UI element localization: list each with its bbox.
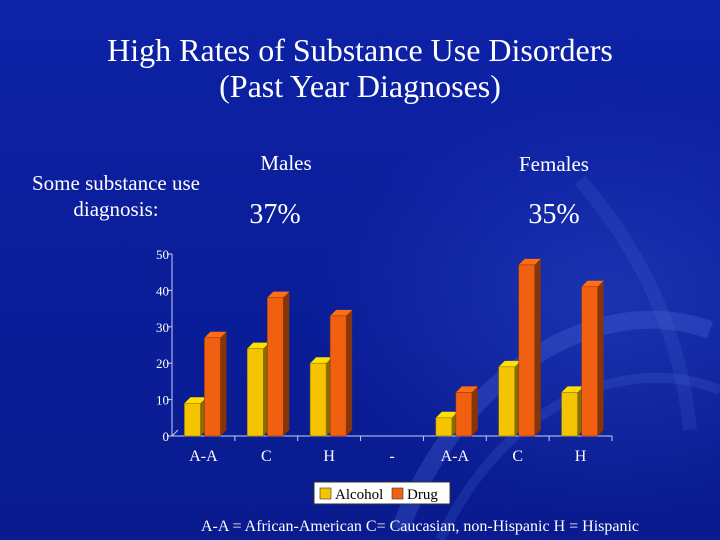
females-percent: 35%: [528, 199, 580, 230]
bar-side: [283, 291, 290, 436]
females-heading: Females: [519, 152, 589, 176]
alcohol-legend-label: Alcohol: [335, 487, 383, 503]
bar-top: [247, 342, 270, 349]
bar-side: [346, 309, 353, 436]
alcohol-bar: [246, 342, 270, 437]
drug-bar: [266, 291, 290, 437]
diagnosis-label: Some substance use diagnosis:: [10, 170, 222, 222]
y-tick-label: 0: [163, 429, 170, 444]
slide-title: High Rates of Substance Use Disorders (P…: [0, 32, 720, 104]
y-tick-label: 10: [156, 393, 169, 408]
bar-face: [455, 392, 473, 437]
y-tick-label: 40: [156, 283, 169, 298]
drug-legend-swatch: [391, 487, 404, 500]
males-heading: Males: [260, 151, 312, 175]
bar-side: [534, 258, 541, 436]
bar-top: [204, 331, 227, 338]
bar-face: [435, 417, 453, 437]
bar-face: [581, 286, 598, 437]
bar-side: [471, 386, 478, 436]
bar-top: [435, 411, 458, 418]
footnote: A-A = African-American C= Caucasian, non…: [200, 518, 640, 535]
diagnosis-label-line-2: diagnosis:: [73, 197, 159, 221]
plot-area: [178, 248, 618, 430]
bar-side: [597, 280, 604, 436]
bar-top: [184, 397, 207, 404]
legend-box: [313, 481, 451, 505]
bar-face: [498, 366, 516, 437]
drug-bar: [518, 258, 541, 437]
alcohol-bar: [435, 411, 458, 437]
bar-top: [518, 258, 541, 265]
x-tick-label: H: [575, 448, 587, 465]
y-tick-label: 20: [156, 356, 169, 371]
males-percent: 37%: [249, 199, 301, 230]
title-line-1: High Rates of Substance Use Disorders: [107, 32, 613, 68]
bar-side: [220, 331, 227, 436]
bar-top: [581, 280, 604, 287]
drug-legend-label: Drug: [407, 487, 438, 503]
legend: Alcohol Drug: [313, 481, 451, 505]
bar-top: [267, 291, 290, 298]
title-line-2: (Past Year Diagnoses): [219, 68, 501, 104]
alcohol-bar: [309, 357, 333, 437]
alcohol-bar: [184, 397, 207, 437]
bar-top: [561, 386, 584, 393]
y-tick-label: 30: [156, 320, 169, 335]
x-tick-label: -: [389, 448, 394, 465]
alcohol-legend-swatch: [319, 487, 332, 500]
x-tick-label: C: [261, 448, 272, 465]
bar-face: [266, 297, 284, 437]
bar-face: [309, 362, 327, 437]
x-tick-label: H: [323, 448, 335, 465]
bar-face: [561, 392, 578, 437]
alcohol-bar: [498, 360, 521, 437]
drug-bar: [329, 309, 353, 437]
bar-top: [310, 357, 333, 364]
bar-top: [455, 386, 478, 393]
alcohol-bar: [561, 386, 584, 437]
bar-face: [518, 264, 536, 437]
drug-bar: [581, 280, 604, 437]
drug-bar: [204, 331, 227, 437]
x-tick-label: A-A: [441, 448, 470, 465]
bar-face: [204, 337, 221, 437]
y-tick-label: 50: [156, 247, 169, 262]
x-tick-label: A-A: [189, 448, 218, 465]
x-tick-label: C: [512, 448, 523, 465]
drug-bar: [455, 386, 478, 437]
bar-top: [330, 309, 353, 316]
bar-face: [184, 402, 201, 437]
floor-edge: [171, 429, 179, 437]
diagnosis-label-line-1: Some substance use: [32, 171, 200, 195]
bar-face: [246, 348, 264, 437]
bar-face: [329, 315, 347, 437]
bar-top: [498, 360, 521, 367]
